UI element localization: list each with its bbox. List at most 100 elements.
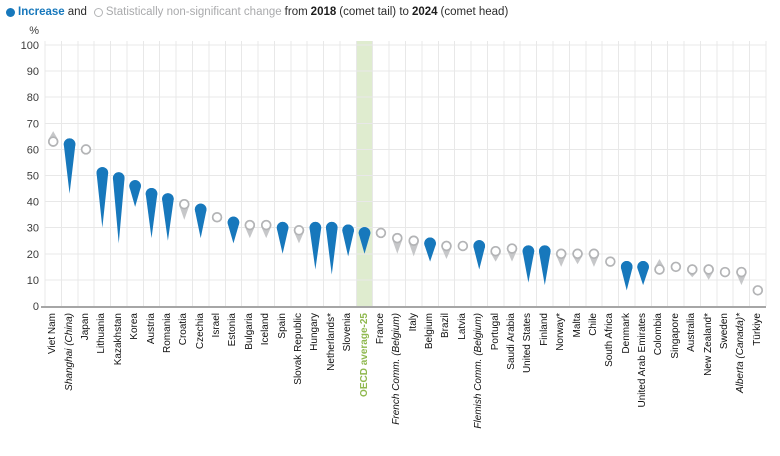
comet-france <box>375 227 387 239</box>
gridlines <box>44 41 767 306</box>
comet-hungary <box>309 221 322 270</box>
x-label-saudi-arabia: Saudi Arabia <box>506 313 517 370</box>
comet-slovenia <box>342 224 354 257</box>
legend-comet-head-text: (comet head) <box>440 6 509 18</box>
legend-year-end: 2024 <box>411 6 438 18</box>
comet-united-arab-emirates <box>637 261 649 286</box>
increase-dot-icon <box>6 7 15 17</box>
x-label-brazil: Brazil <box>440 313 452 339</box>
x-label-t-rkiye: Türkiye <box>751 313 763 346</box>
comet-lithuania <box>96 167 109 228</box>
y-axis-ticks: 0 10 20 30 40 50 60 70 80 90 100% <box>21 25 40 312</box>
comet-t-rkiye <box>752 285 764 296</box>
x-label-viet-nam: Viet Nam <box>47 313 59 354</box>
comet-singapore <box>670 261 682 273</box>
x-label-denmark: Denmark <box>620 313 632 354</box>
y-tick-label: 100 <box>21 40 39 52</box>
legend-comet-tail-text: (comet tail) to <box>339 6 409 18</box>
x-label-iceland: Iceland <box>260 313 272 346</box>
x-label-italy: Italy <box>407 313 419 332</box>
legend-year-start: 2018 <box>310 6 337 18</box>
comet-italy <box>408 235 419 257</box>
x-axis-labels: Viet Nam Shanghai (China) Japan Lithuania Ka… <box>0 311 780 456</box>
y-tick-label: 0 <box>33 301 39 312</box>
comet-japan <box>80 144 92 155</box>
y-tick-label: 90 <box>27 66 39 78</box>
comet-flemish-comm-belgium <box>473 240 486 270</box>
comet-norway <box>555 248 567 267</box>
oecd-average-highlight-band <box>356 41 373 306</box>
x-label-latvia: Latvia <box>456 313 468 340</box>
x-label-spain: Spain <box>276 313 288 339</box>
legend-increase-label: Increase <box>18 6 65 18</box>
nonsignificant-circle-icon <box>93 7 103 17</box>
x-label-netherlands: Netherlands* <box>325 313 337 371</box>
x-label-french-comm-belgium: French Comm. (Belgium) <box>391 313 403 425</box>
comet-denmark <box>620 261 633 291</box>
comet-portugal <box>490 245 501 262</box>
comet-malta <box>572 248 583 265</box>
x-label-lithuania: Lithuania <box>96 313 108 354</box>
x-label-portugal: Portugal <box>489 313 501 351</box>
y-tick-label: 70 <box>27 118 39 130</box>
comet-austria <box>145 187 158 239</box>
x-label-austria: Austria <box>145 313 157 345</box>
comet-estonia <box>227 216 240 244</box>
comet-shanghai-china <box>63 138 76 194</box>
comet-croatia <box>179 198 190 220</box>
y-tick-label: 50 <box>27 171 39 183</box>
comet-french-comm-belgium <box>392 232 403 254</box>
y-tick-label: 30 <box>27 223 39 235</box>
x-label-hungary: Hungary <box>309 313 321 351</box>
y-tick-label: 80 <box>27 92 39 104</box>
legend-and-text: and <box>67 6 87 18</box>
y-tick-label: 20 <box>27 249 39 261</box>
x-label-norway: Norway* <box>555 313 567 351</box>
comet-kazakhstan <box>112 172 125 244</box>
x-label-croatia: Croatia <box>178 313 190 346</box>
comet-belgium <box>424 237 436 262</box>
x-label-united-states: United States <box>522 313 534 374</box>
x-label-flemish-comm-belgium: Flemish Comm. (Belgium) <box>473 313 485 429</box>
legend-from-text: from <box>284 6 308 18</box>
comet-latvia <box>457 240 469 252</box>
x-label-belgium: Belgium <box>424 313 436 350</box>
comet-czechia <box>194 203 207 239</box>
x-label-japan: Japan <box>79 313 91 341</box>
x-label-alberta-canada: Alberta (Canada)* <box>735 313 747 394</box>
y-tick-label: 60 <box>27 144 39 156</box>
legend-nonsignificant-label: Statistically non-significant change <box>105 6 282 18</box>
comet-bulgaria <box>244 219 256 239</box>
comet-south-africa <box>605 256 616 267</box>
x-label-malta: Malta <box>571 313 583 338</box>
x-label-kazakhstan: Kazakhstan <box>112 313 124 366</box>
x-label-france: France <box>374 313 386 345</box>
x-label-singapore: Singapore <box>669 313 681 359</box>
x-label-finland: Finland <box>538 313 550 346</box>
chart-legend: Increase and Statistically non-significa… <box>6 4 511 20</box>
x-label-estonia: Estonia <box>227 313 239 347</box>
x-label-bulgaria: Bulgaria <box>243 313 255 350</box>
comet-plot: 0 10 20 30 40 50 60 70 80 90 100% <box>21 25 767 312</box>
x-label-slovenia: Slovenia <box>342 313 354 352</box>
y-axis-unit: % <box>29 25 39 37</box>
comet-israel <box>211 212 223 223</box>
x-label-shanghai-china: Shanghai (China) <box>63 313 75 391</box>
comet-slovak-republic <box>293 225 305 244</box>
comet-saudi-arabia <box>506 243 518 262</box>
x-label-oecd-average-25: OECD average-25 <box>358 313 370 397</box>
comet-spain <box>276 221 289 254</box>
y-tick-label: 40 <box>27 197 39 209</box>
comet-new-zealand <box>703 264 714 280</box>
comet-oecd-average-25 <box>358 227 371 254</box>
comet-romania <box>162 193 174 241</box>
y-tick-label: 10 <box>27 275 39 287</box>
comet-alberta-canada <box>736 266 747 286</box>
x-label-sweden: Sweden <box>719 313 731 350</box>
x-label-czechia: Czechia <box>194 313 206 350</box>
x-label-south-africa: South Africa <box>604 313 616 367</box>
comet-brazil <box>441 240 452 260</box>
x-label-romania: Romania <box>161 313 173 354</box>
comet-korea <box>129 180 141 207</box>
